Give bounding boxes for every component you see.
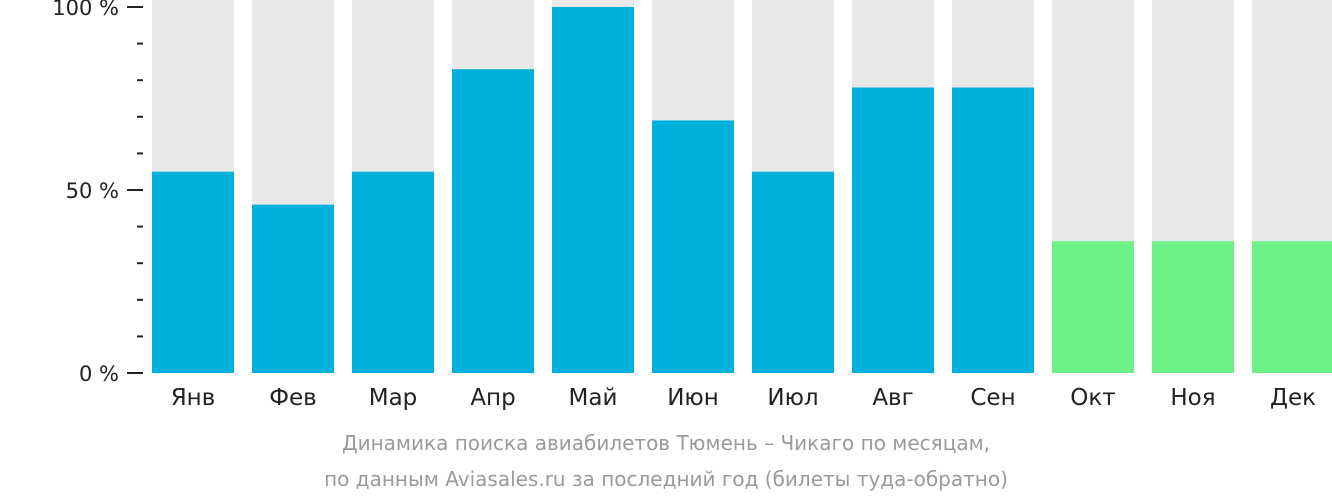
- x-tick-label: Фев: [269, 385, 317, 411]
- bar-Дек: [1252, 241, 1332, 373]
- bar-Мар: [352, 171, 434, 373]
- bar-Ноя: [1152, 241, 1234, 373]
- x-tick-label: Янв: [171, 385, 216, 411]
- bar-Май: [552, 7, 634, 373]
- bar-Авг: [852, 87, 934, 374]
- y-tick-label: 50 %: [66, 179, 119, 203]
- x-tick-label: Май: [569, 385, 618, 411]
- chart-caption-line-1: Динамика поиска авиабилетов Тюмень – Чик…: [341, 431, 991, 455]
- x-tick-label: Дек: [1270, 385, 1316, 411]
- bar-Июн: [652, 120, 734, 374]
- y-tick-label: 100 %: [52, 0, 119, 20]
- x-tick-label: Мар: [369, 385, 418, 411]
- x-tick-label: Авг: [872, 385, 913, 411]
- bar-Окт: [1052, 241, 1134, 373]
- x-tick-label: Июн: [667, 385, 719, 411]
- x-tick-label: Окт: [1070, 385, 1115, 411]
- x-tick-label: Сен: [970, 385, 1015, 411]
- bar-Июл: [752, 171, 834, 373]
- bar-Янв: [152, 171, 234, 373]
- x-tick-label: Июл: [767, 385, 818, 411]
- bar-Апр: [452, 69, 534, 373]
- x-tick-label: Ноя: [1170, 385, 1215, 411]
- bar-Сен: [952, 87, 1034, 374]
- x-tick-label: Апр: [470, 385, 515, 411]
- y-tick-label: 0 %: [79, 362, 119, 386]
- chart-caption-line-2: по данным Aviasales.ru за последний год …: [324, 467, 1008, 491]
- bar-Фев: [252, 204, 334, 373]
